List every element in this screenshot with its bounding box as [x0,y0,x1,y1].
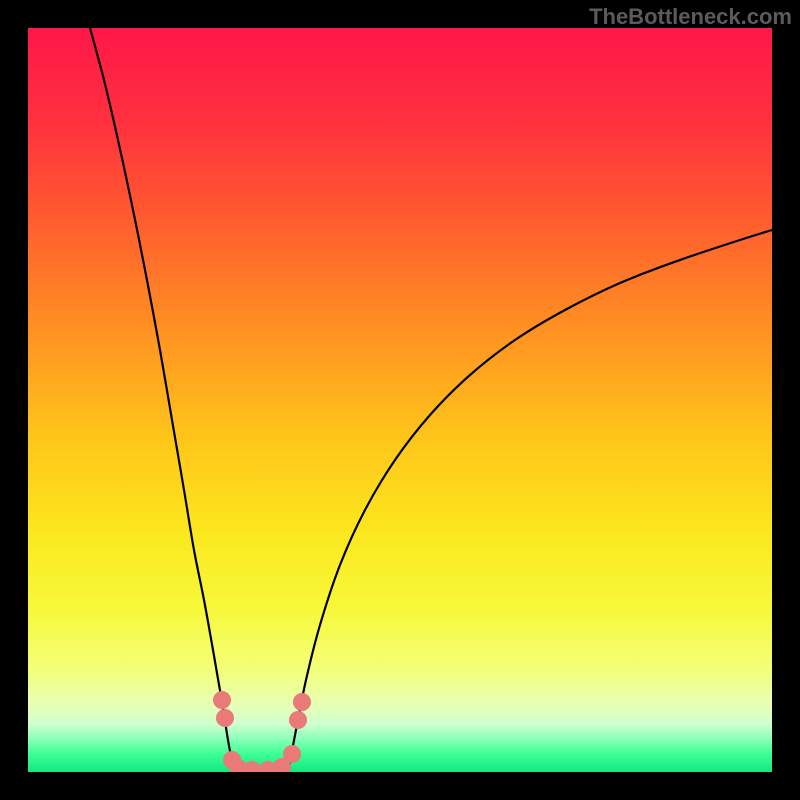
watermark-text: TheBottleneck.com [589,4,792,30]
data-marker [213,691,231,709]
data-marker [283,745,301,763]
chart-stage: TheBottleneck.com [0,0,800,800]
data-marker [243,761,261,779]
plot-area [28,28,772,772]
data-marker [293,693,311,711]
data-marker [216,709,234,727]
data-marker [289,711,307,729]
chart-svg [0,0,800,800]
